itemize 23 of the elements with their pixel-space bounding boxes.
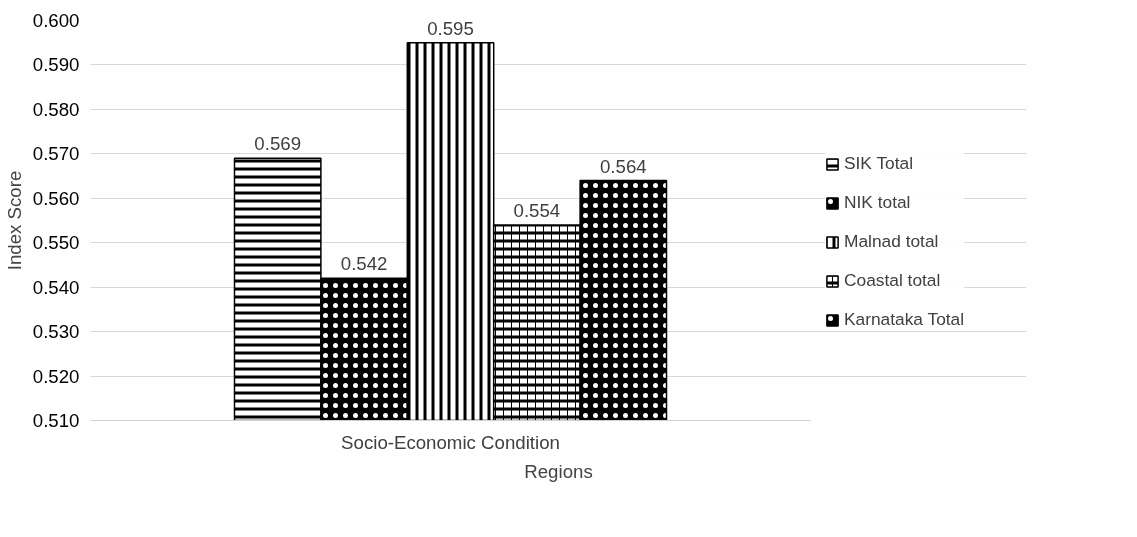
y-tick-label: 0.520	[32, 365, 80, 387]
data-label: 0.569	[254, 133, 302, 155]
legend-label: Coastal total	[844, 270, 941, 291]
y-tick-label: 0.560	[32, 187, 80, 209]
y-tick-label: 0.510	[32, 410, 80, 431]
y-tick-label: 0.580	[32, 98, 80, 120]
data-label: 0.542	[340, 253, 388, 275]
y-axis-title: Index Score	[3, 170, 25, 271]
y-tick-label: 0.570	[32, 143, 80, 165]
legend-label: Malnad total	[844, 231, 939, 252]
x-tick-label: Socio-Economic Condition	[341, 431, 560, 453]
legend-label: Karnataka Total	[844, 309, 965, 330]
y-tick-label: 0.550	[32, 232, 80, 254]
legend-label: SIK Total	[844, 153, 914, 174]
y-tick-label: 0.590	[32, 54, 80, 76]
legend-label: NIK total	[844, 192, 911, 213]
x-axis-title: Regions	[524, 460, 593, 482]
data-label: 0.564	[599, 155, 647, 177]
y-tick-label: 0.540	[32, 276, 80, 298]
data-label: 0.554	[513, 199, 561, 221]
y-tick-label: 0.600	[32, 10, 80, 31]
data-label: 0.595	[427, 17, 474, 39]
y-tick-label: 0.530	[32, 321, 80, 343]
